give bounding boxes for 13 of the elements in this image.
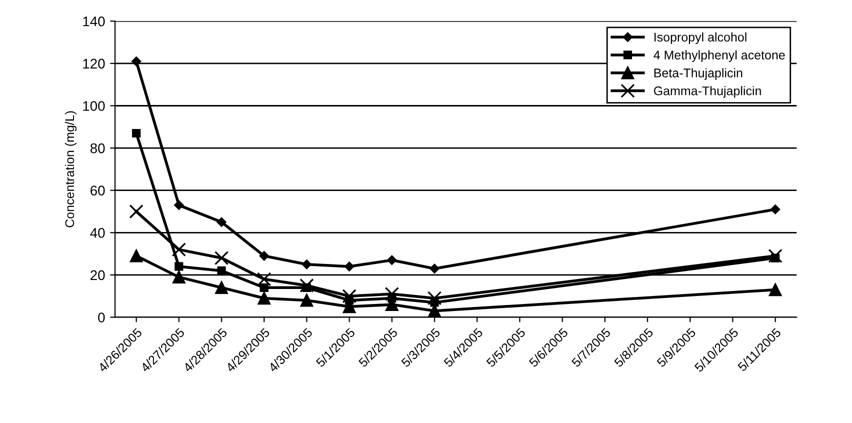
y-tick-label: 40: [90, 228, 105, 238]
legend-label: Beta-Thujaplicin: [654, 68, 742, 80]
y-tick-label: 60: [90, 186, 105, 196]
y-tick-label: 0: [98, 312, 105, 322]
legend-label: Isopropyl alcohol: [654, 32, 746, 44]
y-tick-label: 140: [83, 16, 105, 26]
y-tick-label: 120: [83, 58, 105, 69]
y-axis-title: Concentration (mg/L): [64, 111, 77, 228]
legend-label: 4 Methylphenyl acetone: [654, 50, 785, 62]
y-tick-label: 80: [90, 143, 105, 154]
legend-label: Gamma-Thujaplicin: [654, 86, 761, 98]
y-tick-label: 20: [90, 270, 105, 280]
y-tick-label: 100: [83, 101, 105, 111]
